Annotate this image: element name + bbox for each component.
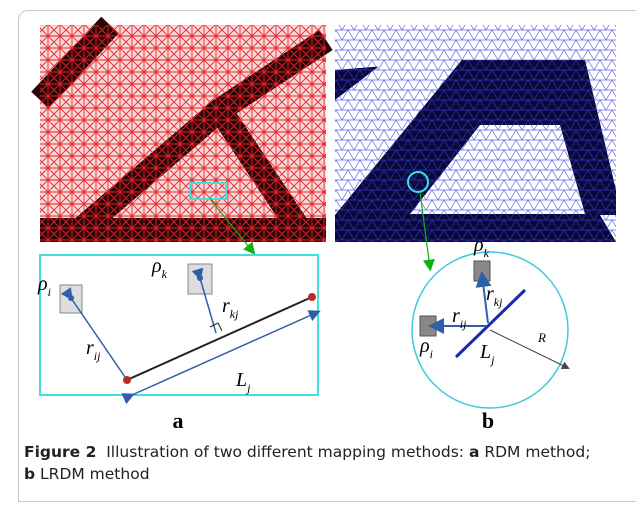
caption-text: RDM method;	[479, 443, 590, 461]
math-symbol: r	[86, 337, 94, 359]
math-symbol: r	[452, 305, 460, 327]
math-symbol: L	[235, 369, 247, 391]
caption-text: LRDM method	[35, 465, 149, 483]
caption-label: Figure 2	[24, 443, 96, 461]
math-subscript: kj	[494, 295, 503, 309]
math-symbol: ρ	[419, 335, 430, 357]
rdm-detail	[40, 255, 318, 395]
caption-text: Illustration of two different mapping me…	[106, 443, 469, 461]
caption-text: b	[24, 465, 35, 483]
math-subscript: ij	[460, 317, 467, 331]
panel-label: b	[482, 408, 494, 433]
math-symbol: r	[222, 295, 230, 317]
panel-label: a	[173, 408, 184, 433]
figure-caption: Figure 2 Illustration of two different m…	[24, 441, 604, 485]
math-subscript: k	[162, 267, 168, 281]
caption-text: a	[469, 443, 479, 461]
math-label: R	[537, 330, 546, 345]
math-subscript: i	[48, 285, 51, 299]
math-symbol: L	[479, 341, 491, 363]
math-subscript: k	[484, 246, 490, 260]
math-symbol: ρ	[151, 255, 162, 277]
math-subscript: kj	[230, 307, 239, 321]
math-symbol: r	[486, 283, 494, 305]
math-subscript: i	[430, 347, 433, 361]
math-symbol: R	[537, 330, 546, 345]
math-subscript: ij	[94, 349, 101, 363]
lrdm-mesh-image	[335, 25, 616, 268]
math-symbol: ρ	[37, 273, 48, 295]
rdm-mesh-image	[40, 25, 326, 252]
math-symbol: ρ	[473, 234, 484, 256]
page: ρiρkrijrkjLj ρkrkjrijρiLjR a b Figure 2 …	[0, 0, 638, 505]
